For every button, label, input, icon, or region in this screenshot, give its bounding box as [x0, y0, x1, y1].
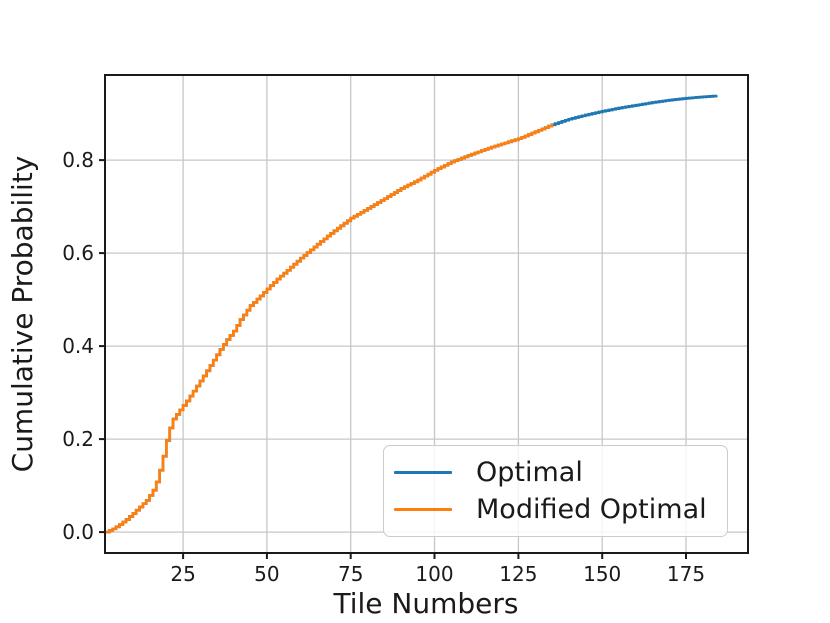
- curve-layer: [104, 94, 718, 534]
- x-tick-label: 125: [499, 562, 537, 586]
- legend-label-optimal: Optimal: [476, 456, 583, 488]
- x-tick-label: 50: [254, 562, 279, 586]
- legend-item-modified-optimal: Modified Optimal: [384, 494, 727, 525]
- x-tick-label: 150: [583, 562, 621, 586]
- x-tick-label: 100: [415, 562, 453, 586]
- x-tick-label: 175: [667, 562, 705, 586]
- x-tick-label: 25: [170, 562, 195, 586]
- y-tick-label: 0.2: [62, 427, 94, 451]
- series-path-modified-optimal: [104, 123, 554, 534]
- legend-line-optimal-icon: [394, 470, 452, 474]
- y-tick-label: 0.4: [62, 334, 94, 358]
- grid-layer: [105, 75, 748, 553]
- legend-label-modified-optimal: Modified Optimal: [476, 494, 707, 526]
- x-axis-label: Tile Numbers: [333, 587, 519, 620]
- y-axis-label: Cumulative Probability: [6, 156, 39, 473]
- x-tick-label: 75: [338, 562, 363, 586]
- legend-item-optimal: Optimal: [384, 457, 727, 488]
- y-tick-label: 0.8: [62, 148, 94, 172]
- legend: Optimal Modified Optimal: [383, 445, 728, 537]
- y-tick-label: 0.0: [62, 520, 94, 544]
- tick-layer: 25 50 75 100 125 150 175 0.0 0.2 0.4 0.6 0.8: [62, 148, 705, 586]
- y-tick-label: 0.6: [62, 241, 94, 265]
- plot-area-border: [104, 74, 749, 554]
- legend-line-modified-optimal-icon: [394, 508, 452, 512]
